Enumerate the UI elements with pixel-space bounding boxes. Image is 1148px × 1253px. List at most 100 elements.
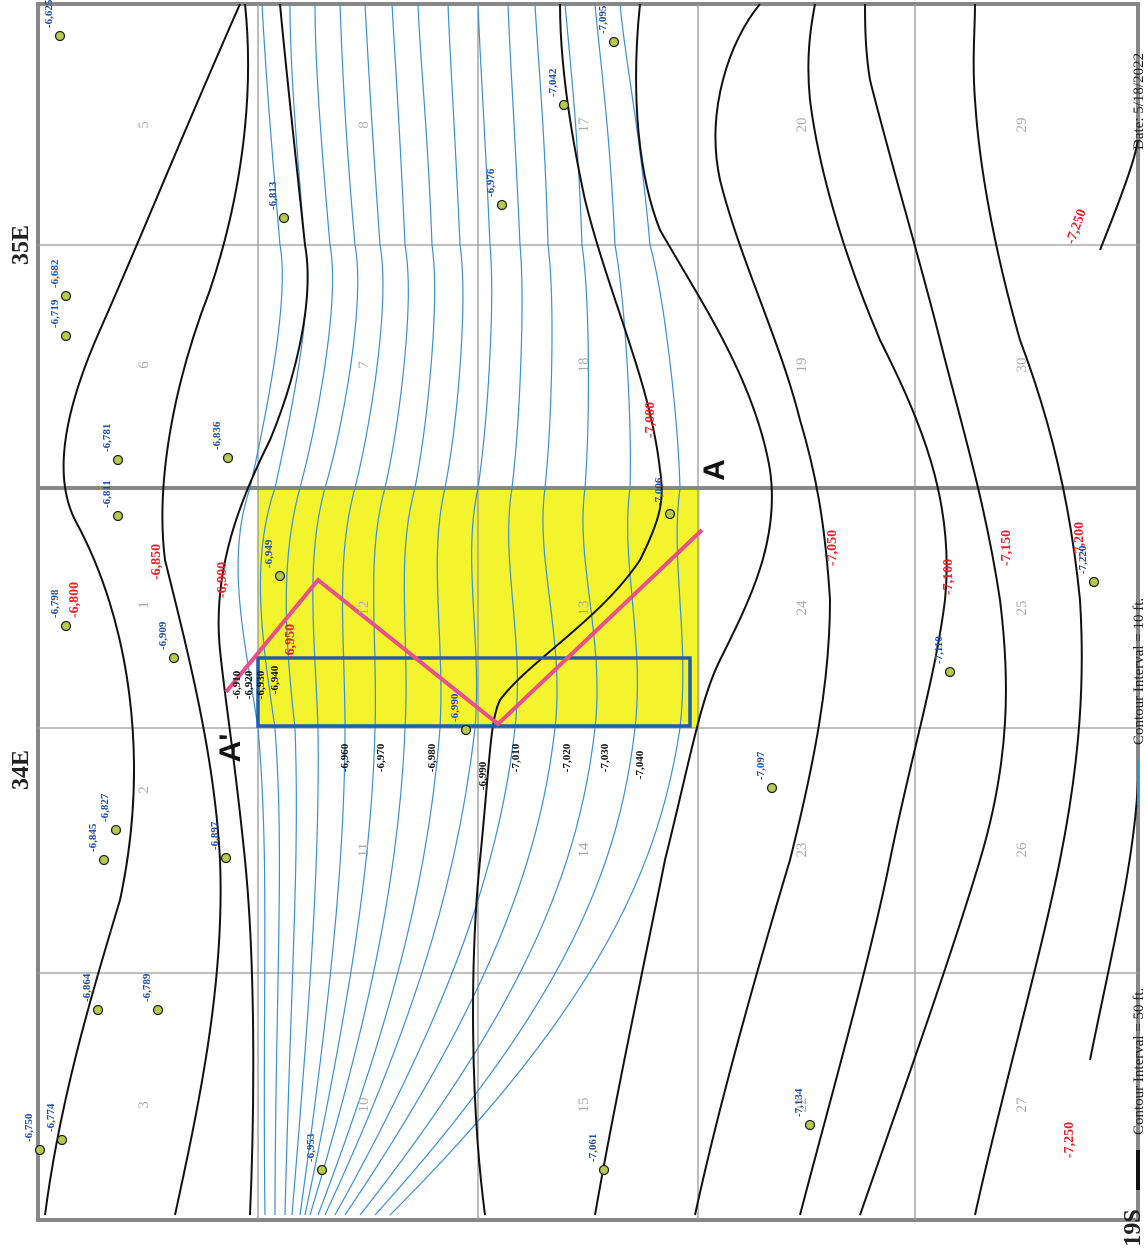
range-label-east: 35E bbox=[8, 225, 34, 265]
well-label: -6,811 bbox=[101, 480, 113, 508]
section-number: 24 bbox=[794, 600, 810, 616]
well-icon bbox=[112, 510, 124, 522]
well-icon bbox=[664, 508, 676, 520]
well-icon bbox=[112, 454, 124, 466]
well-icon bbox=[558, 99, 570, 111]
contour-label: -7,050 bbox=[825, 530, 840, 566]
well-label: -6,625 bbox=[43, 0, 55, 28]
well-icon bbox=[110, 824, 122, 836]
section-number: 17 bbox=[576, 117, 592, 133]
section-number: 18 bbox=[576, 358, 592, 373]
section-grid bbox=[38, 4, 1138, 1220]
well-icon bbox=[60, 620, 72, 632]
well-label: -6,750 bbox=[23, 1113, 35, 1142]
contour-label: -7,040 bbox=[634, 750, 646, 779]
well-label: -6,774 bbox=[45, 1103, 57, 1132]
section-number: 15 bbox=[576, 1098, 592, 1113]
section-number: 29 bbox=[1014, 118, 1030, 133]
study-box bbox=[256, 656, 692, 728]
township-label: 19S bbox=[1120, 1209, 1146, 1246]
well-icon bbox=[54, 30, 66, 42]
well-icon bbox=[316, 1164, 328, 1176]
well-label: -7,134 bbox=[793, 1088, 805, 1117]
contour-label: -6,900 bbox=[215, 562, 230, 598]
well-icon bbox=[766, 782, 778, 794]
section-number: 10 bbox=[356, 1098, 372, 1113]
well-label: -7,061 bbox=[587, 1134, 599, 1162]
well-label: -6,976 bbox=[485, 168, 497, 197]
section-number: 8 bbox=[356, 121, 372, 129]
contour-label: -6,940 bbox=[269, 665, 281, 694]
well-label: -7,220 bbox=[1077, 545, 1089, 574]
map-frame bbox=[36, 2, 1140, 1222]
section-number: 19 bbox=[794, 358, 810, 373]
well-icon bbox=[944, 666, 956, 678]
well-markers: -6,774 -6,750 -6,864 -6,789 -6,845-6,827 -6,8… bbox=[23, 0, 1100, 1176]
well-label: -6,789 bbox=[141, 973, 153, 1002]
contour-label: -6,850 bbox=[149, 544, 164, 580]
well-label: -6,813 bbox=[267, 181, 279, 210]
well-icon bbox=[1088, 576, 1100, 588]
well-icon bbox=[98, 854, 110, 866]
well-label: -6,909 bbox=[157, 621, 169, 650]
well-label: -6,864 bbox=[81, 973, 93, 1002]
well-icon bbox=[598, 1164, 610, 1176]
contour-label: -7,100 bbox=[941, 559, 956, 595]
contour-label: -6,970 bbox=[375, 743, 387, 772]
contour-label: -7,030 bbox=[599, 743, 611, 772]
section-number: 5 bbox=[136, 121, 152, 129]
section-number: 26 bbox=[1014, 842, 1030, 858]
legend-minor-label: Contour Interval = 10 ft. bbox=[1131, 598, 1147, 745]
section-number: 14 bbox=[576, 842, 592, 858]
legend-major-label: Contour Interval = 50 ft. bbox=[1131, 988, 1147, 1135]
well-label: -6,953 bbox=[305, 1133, 317, 1162]
well-label: -7,042 bbox=[547, 68, 559, 97]
well-label: -6,949 bbox=[263, 539, 275, 568]
well-icon bbox=[278, 212, 290, 224]
section-number: 1 bbox=[136, 601, 152, 609]
range-label-west: 34E bbox=[8, 750, 34, 790]
section-number: 25 bbox=[1014, 601, 1030, 616]
section-number: 3 bbox=[136, 1101, 152, 1109]
section-number: 13 bbox=[576, 601, 592, 616]
highlight-area bbox=[258, 488, 700, 728]
well-icon bbox=[152, 1004, 164, 1016]
section-number: 11 bbox=[356, 843, 372, 857]
contour-label: -7,020 bbox=[561, 743, 573, 772]
legend: Contour Interval = 50 ft. Contour Interv… bbox=[1131, 53, 1147, 1190]
well-label: -6,682 bbox=[49, 259, 61, 288]
contour-label: -6,980 bbox=[426, 743, 438, 772]
contour-label: -6,960 bbox=[339, 743, 351, 772]
contour-label: -6,920 bbox=[243, 670, 255, 699]
well-icon bbox=[34, 1144, 46, 1156]
well-label: -7,110 bbox=[933, 636, 945, 664]
section-number: 2 bbox=[136, 786, 152, 794]
well-icon bbox=[496, 199, 508, 211]
contour-label: -7,200 bbox=[1072, 522, 1087, 558]
section-number: 6 bbox=[136, 361, 152, 369]
minor-contour-labels: -6,910 -6,920 -6,930 -6,940 -6,960 -6,97… bbox=[231, 665, 646, 790]
contour-label: -6,990 bbox=[477, 761, 489, 790]
well-icon bbox=[92, 1004, 104, 1016]
well-icon bbox=[60, 290, 72, 302]
contour-label: -7,250 bbox=[1063, 207, 1089, 246]
section-numbers: 3 2 1 6 5 10 11 12 7 8 15 14 13 18 17 22… bbox=[136, 117, 1030, 1113]
well-label: -6,719 bbox=[49, 299, 61, 328]
contour-label: -6,800 bbox=[67, 582, 82, 618]
well-label: -6,781 bbox=[101, 424, 113, 452]
well-icon bbox=[460, 724, 472, 736]
contour-label: -6,950 bbox=[283, 624, 298, 660]
cross-section-start-label: A bbox=[698, 459, 731, 481]
well-icon bbox=[220, 852, 232, 864]
map-date: Date: 5/18/2022 bbox=[1131, 53, 1147, 150]
contour-label: -6,910 bbox=[231, 670, 243, 699]
well-label: -6,827 bbox=[99, 793, 111, 822]
well-icon bbox=[168, 652, 180, 664]
well-icon bbox=[274, 570, 286, 582]
contour-label: -7,000 bbox=[643, 402, 658, 438]
section-number: 12 bbox=[356, 601, 372, 616]
well-label: -6,798 bbox=[49, 589, 61, 618]
contour-label: -7,010 bbox=[510, 743, 522, 772]
section-number: 20 bbox=[794, 118, 810, 133]
